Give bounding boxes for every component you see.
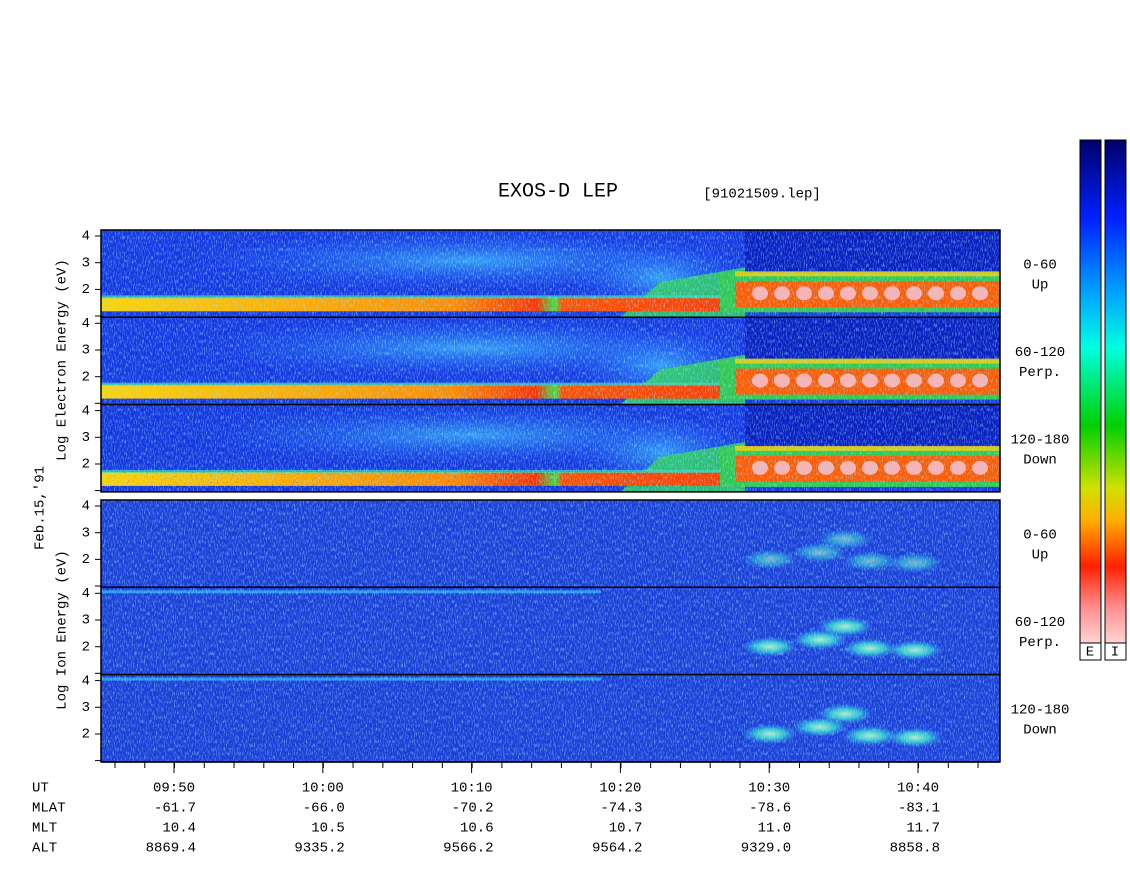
direction: Down [1023,452,1057,468]
orbit-value: 10:10 [451,781,493,797]
orbit-value: 8869.4 [146,841,196,857]
colorbar-box [1079,642,1102,661]
electron-axis-label: Log Electron Energy (eV) [55,259,71,461]
orbit-value: -83.1 [898,801,940,817]
colorbar-label: E [1086,645,1094,661]
panel [100,673,1001,763]
energy-tick-label: 3 [82,255,90,271]
energy-tick-label: 2 [82,552,90,568]
dropouts [101,404,661,492]
orbit-value: -66.0 [303,801,345,817]
direction: Perp. [1019,365,1061,381]
energy-tick-label: 3 [82,343,90,359]
energy-tick-label: 4 [82,586,90,602]
energy-tick-label: 4 [82,499,90,515]
energy-tick-label: 4 [82,403,90,419]
row-label: MLT [32,821,57,837]
dropouts [101,674,471,762]
direction: Perp. [1019,635,1061,651]
orbit-value: 10.6 [460,821,494,837]
noise [101,587,1000,675]
pitch-angle: 0-60 [1023,258,1057,274]
colorbar-label: I [1111,645,1119,661]
panel [100,316,1001,406]
orbit-value: -78.6 [749,801,791,817]
orbit-value: 10.5 [311,821,345,837]
energy-tick-label: 4 [82,229,90,245]
direction: Up [1032,548,1049,564]
date-label: Feb.15,'91 [33,466,49,550]
colorbar-e [1079,139,1102,661]
orbit-value: -74.3 [600,801,642,817]
noise [101,317,1000,405]
row-label: MLAT [32,801,66,817]
orbit-value: -61.7 [154,801,196,817]
orbit-value: -70.2 [452,801,494,817]
orbit-value: 10.7 [609,821,643,837]
pitch-angle: 60-120 [1015,345,1065,361]
orbit-value: 8858.8 [890,841,940,857]
energy-tick-label: 3 [82,430,90,446]
orbit-value: 11.7 [906,821,940,837]
orbit-value: 10:30 [748,781,790,797]
energy-tick-label: 4 [82,316,90,332]
pitch-angle: 0-60 [1023,528,1057,544]
panel-frame [100,403,1001,493]
orbit-value: 10:20 [599,781,641,797]
energy-tick-label: 2 [82,282,90,298]
orbit-value: 11.0 [758,821,792,837]
title: EXOS-D LEP [498,180,618,203]
noise [101,500,1000,588]
energy-tick-label: 2 [82,369,90,385]
energy-tick-label: 4 [82,673,90,689]
energy-tick-label: 2 [82,727,90,743]
row-label: ALT [32,841,57,857]
direction: Down [1023,722,1057,738]
panel [100,499,1001,589]
orbit-value: 9335.2 [294,841,344,857]
energy-tick-label: 3 [82,525,90,541]
panel [100,229,1001,319]
energy-tick-label: 2 [82,457,90,473]
energy-tick-label: 2 [82,639,90,655]
file-name: [91021509.lep] [703,187,821,203]
orbit-value: 09:50 [153,781,195,797]
pitch-angle: 120-180 [1011,702,1070,718]
noise [101,230,1000,318]
colorbar-box [1104,642,1127,661]
energy-tick-label: 3 [82,613,90,629]
orbit-value: 9329.0 [741,841,791,857]
pitch-angle: 120-180 [1011,432,1070,448]
ion-axis-label: Log Ion Energy (eV) [55,550,71,710]
orbit-value: 10:00 [302,781,344,797]
colorbar-i [1104,139,1127,661]
orbit-value: 10:40 [897,781,939,797]
pitch-angle: 60-120 [1015,615,1065,631]
direction: Up [1032,278,1049,294]
panel [100,586,1001,676]
orbit-value: 10.4 [162,821,196,837]
orbit-value: 9566.2 [443,841,493,857]
panel [100,403,1001,493]
orbit-value: 9564.2 [592,841,642,857]
energy-tick-label: 3 [82,700,90,716]
row-label: UT [32,781,49,797]
